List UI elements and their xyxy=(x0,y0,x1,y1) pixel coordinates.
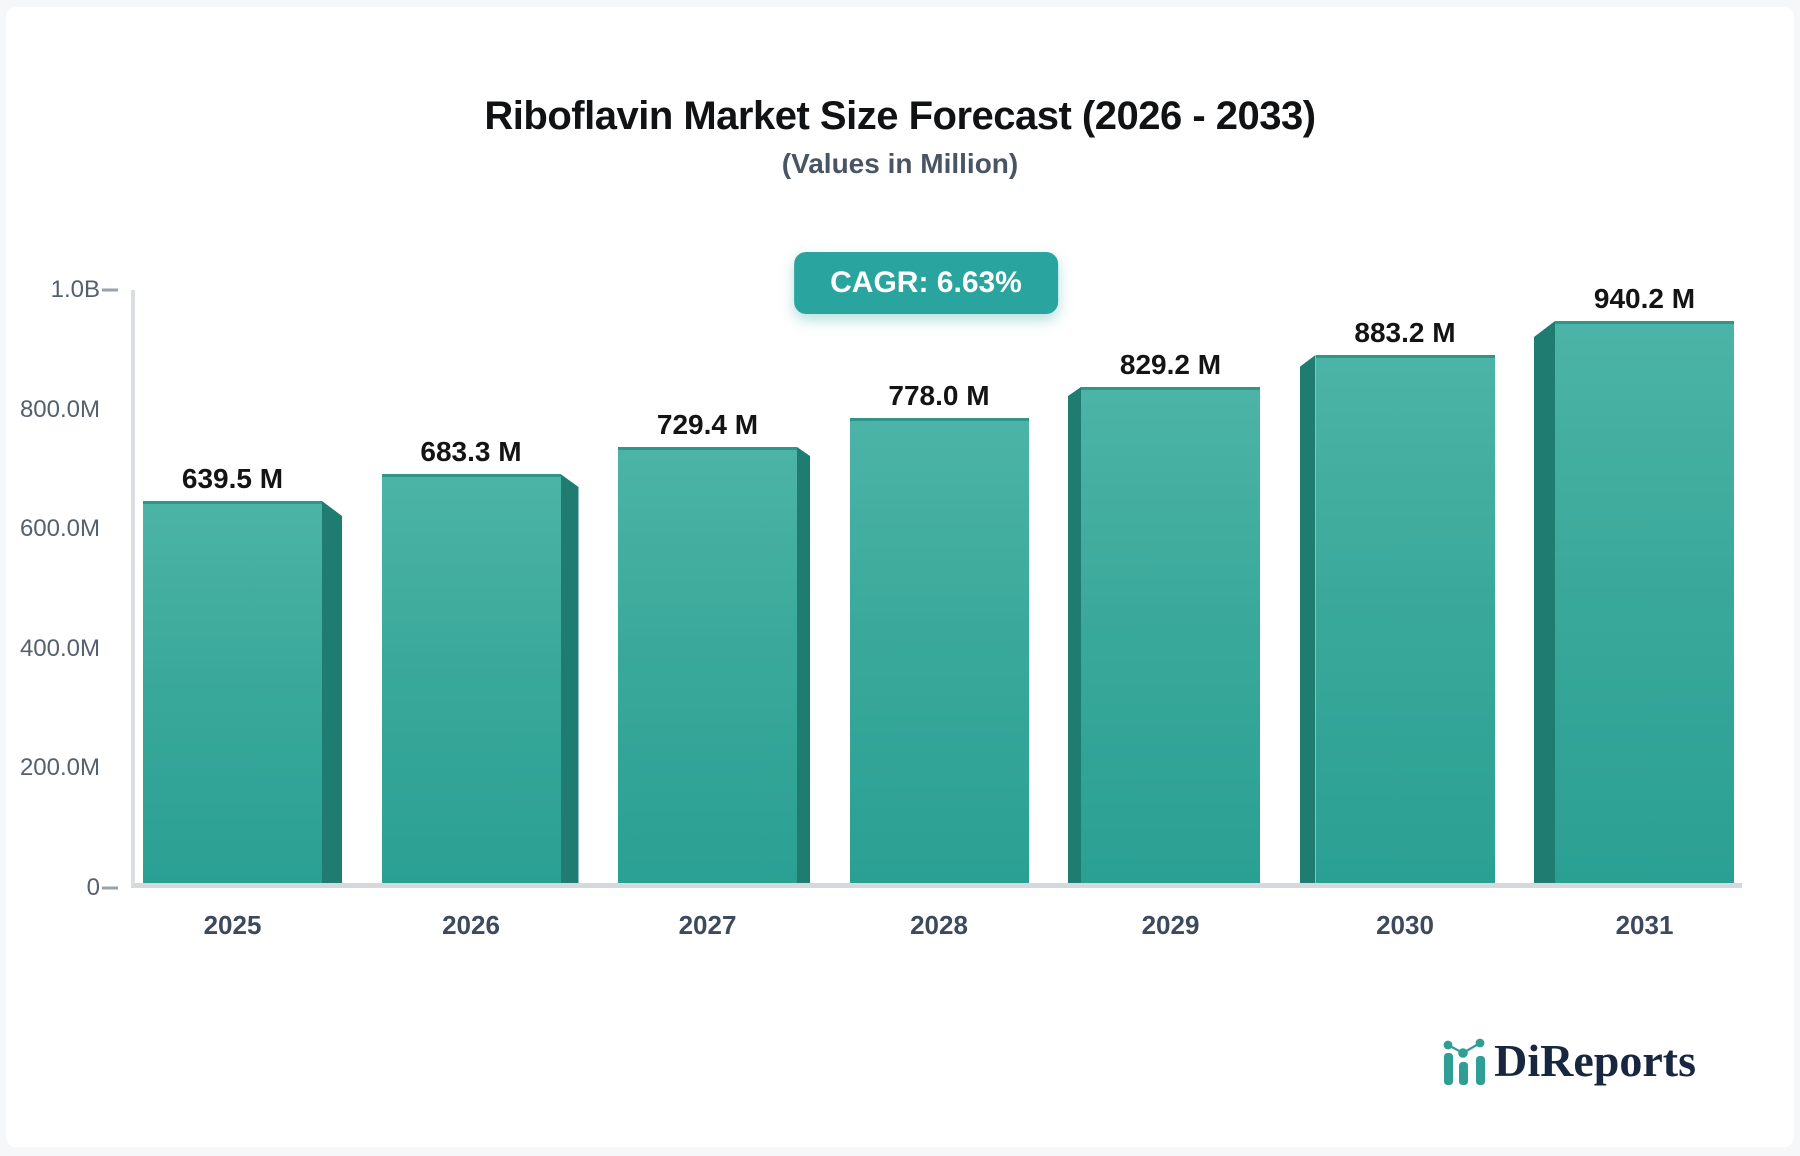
y-axis-label-800.0M: 800.0M xyxy=(19,395,100,423)
bar-3d-side xyxy=(560,474,579,883)
x-axis-label-2030: 2030 xyxy=(1376,910,1434,940)
bar-group-2025: 639.5 M 2025 xyxy=(143,463,342,940)
y-axis: 0 200.0M 400.0M 600.0M 800.0M 1.0B xyxy=(0,276,118,901)
bar-group-2026: 683.3 M 2026 xyxy=(381,436,579,940)
brand-watermark: DiReports xyxy=(1442,1036,1696,1086)
cagr-badge: CAGR: 6.63% xyxy=(794,252,1058,314)
bar-3d-side xyxy=(1299,355,1316,883)
bar-2025: 639.5 M 2025 xyxy=(143,463,322,940)
y-axis-label-400.0M: 400.0M xyxy=(19,634,100,662)
bar-2031: 940.2 M 2031 xyxy=(1555,283,1734,940)
bars-row: 639.5 M 2025 683.3 M 2026 729.4 M 2027 778.0 M… xyxy=(143,283,1734,940)
bar-3d-side xyxy=(1068,387,1081,883)
bar-chart-logo-icon xyxy=(1443,1038,1486,1085)
bar-group-2031: 940.2 M 2031 xyxy=(1534,283,1734,940)
bar-2026: 683.3 M 2026 xyxy=(381,436,561,940)
bar-3d-side xyxy=(322,501,342,883)
bar-group-2029: 829.2 M 2029 xyxy=(1068,349,1260,940)
bar-value-label: 883.2 M xyxy=(1354,317,1456,348)
y-axis-label-600.0M: 600.0M xyxy=(19,515,100,543)
bar-2028: 778.0 M 2028 xyxy=(849,380,1029,940)
bar-group-2030: 883.2 M 2030 xyxy=(1299,317,1495,940)
x-axis-label-2025: 2025 xyxy=(203,910,262,940)
y-axis-tick xyxy=(102,886,118,890)
chart-title: Riboflavin Market Size Forecast (2026 - … xyxy=(484,94,1316,138)
y-axis-label-1.0B: 1.0B xyxy=(50,276,100,303)
bar-value-label: 829.2 M xyxy=(1119,349,1222,380)
bar-3d-side xyxy=(797,447,810,883)
bar-group-2028: 778.0 M 2028 xyxy=(849,380,1029,940)
x-axis-label-2028: 2028 xyxy=(910,910,968,940)
x-axis-label-2031: 2031 xyxy=(1615,910,1674,940)
bar-value-label: 639.5 M xyxy=(181,463,284,494)
x-axis-label-2027: 2027 xyxy=(678,910,737,940)
bar-value-label: 940.2 M xyxy=(1593,283,1696,314)
y-axis-label-200.0M: 200.0M xyxy=(19,754,100,782)
y-axis-label-0: 0 xyxy=(86,874,100,901)
bar-value-label: 778.0 M xyxy=(888,380,990,411)
chart-subtitle: (Values in Million) xyxy=(781,148,1019,179)
bar-2030: 883.2 M 2030 xyxy=(1315,317,1495,940)
bar-value-label: 683.3 M xyxy=(420,436,522,467)
plot-area: 639.5 M 2025 683.3 M 2026 729.4 M 2027 778.0 M… xyxy=(131,283,1742,940)
bar-2029: 829.2 M 2029 xyxy=(1081,349,1260,940)
brand-name: DiReports xyxy=(1494,1035,1696,1086)
bar-2027: 729.4 M 2027 xyxy=(618,409,797,940)
bar-value-label: 729.4 M xyxy=(656,409,759,440)
x-axis-label-2029: 2029 xyxy=(1141,910,1200,940)
x-axis-label-2026: 2026 xyxy=(442,910,500,940)
y-axis-tick xyxy=(102,288,118,292)
bar-group-2027: 729.4 M 2027 xyxy=(618,409,810,940)
bar-3d-side xyxy=(1534,321,1555,883)
